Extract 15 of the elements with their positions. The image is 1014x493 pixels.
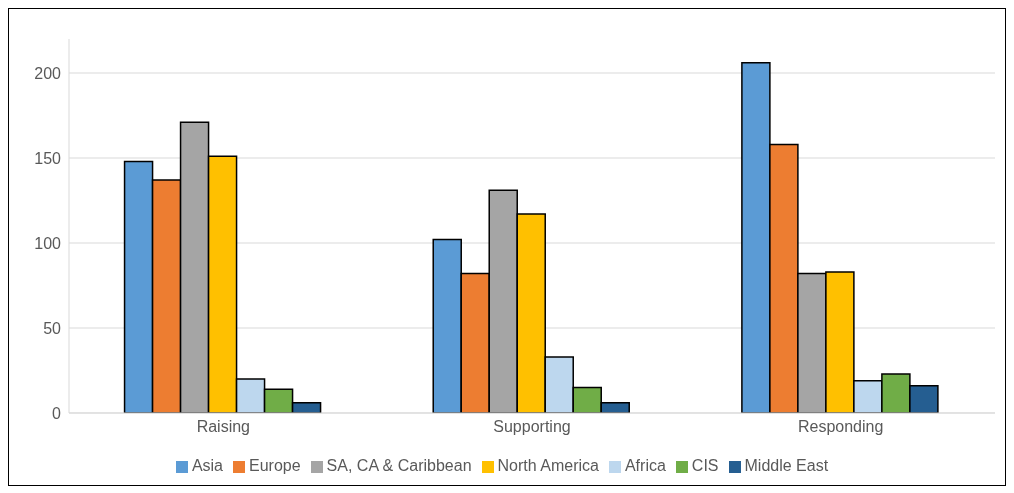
legend-label: Middle East [744, 457, 829, 474]
legend-label: North America [497, 457, 599, 474]
legend-label: Africa [624, 457, 666, 474]
y-tick-label: 0 [52, 404, 62, 422]
y-tick-label: 50 [43, 319, 62, 337]
y-tick-label: 100 [34, 234, 62, 252]
x-tick-label: Supporting [493, 418, 571, 436]
y-tick-label: 150 [34, 149, 62, 167]
legend-label: SA, CA & Caribbean [326, 457, 472, 474]
x-tick-label: Raising [196, 418, 251, 436]
legend-label: Asia [191, 457, 223, 474]
legend-label: CIS [691, 457, 719, 474]
x-tick-label: Responding [797, 418, 884, 436]
legend-label: Europe [249, 457, 301, 474]
y-tick-label: 200 [34, 64, 62, 82]
